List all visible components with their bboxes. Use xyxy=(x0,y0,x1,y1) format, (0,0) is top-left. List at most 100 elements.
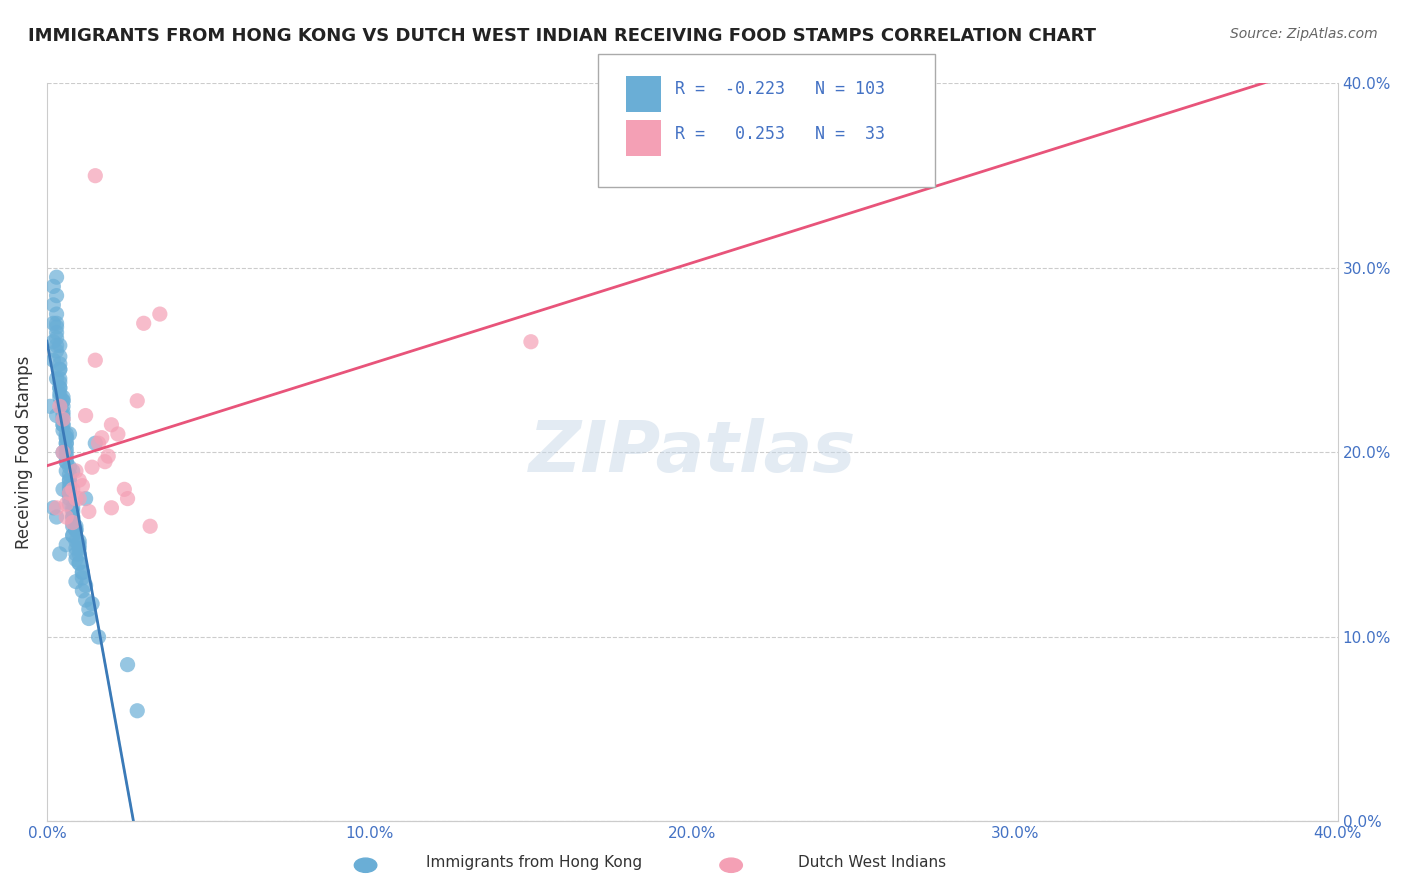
Immigrants from Hong Kong xyxy=(80,597,103,611)
Immigrants from Hong Kong xyxy=(75,593,97,607)
Dutch West Indians xyxy=(90,431,112,445)
Immigrants from Hong Kong xyxy=(65,541,87,556)
Immigrants from Hong Kong xyxy=(45,270,67,285)
Text: R =   0.253   N =  33: R = 0.253 N = 33 xyxy=(675,125,884,143)
Immigrants from Hong Kong xyxy=(42,353,65,368)
Immigrants from Hong Kong xyxy=(58,467,80,482)
Immigrants from Hong Kong xyxy=(42,279,65,293)
Text: ZIPatlas: ZIPatlas xyxy=(529,418,856,487)
Immigrants from Hong Kong xyxy=(58,483,80,497)
Text: IMMIGRANTS FROM HONG KONG VS DUTCH WEST INDIAN RECEIVING FOOD STAMPS CORRELATION: IMMIGRANTS FROM HONG KONG VS DUTCH WEST … xyxy=(28,27,1097,45)
Dutch West Indians xyxy=(84,169,107,183)
Immigrants from Hong Kong xyxy=(52,412,75,426)
Dutch West Indians xyxy=(107,427,129,442)
Immigrants from Hong Kong xyxy=(62,500,84,515)
Dutch West Indians xyxy=(97,449,120,463)
Immigrants from Hong Kong xyxy=(45,409,67,423)
Immigrants from Hong Kong xyxy=(45,331,67,345)
Immigrants from Hong Kong xyxy=(72,583,94,598)
Text: Immigrants from Hong Kong: Immigrants from Hong Kong xyxy=(426,855,643,870)
Immigrants from Hong Kong xyxy=(55,445,77,459)
Immigrants from Hong Kong xyxy=(42,316,65,330)
Immigrants from Hong Kong xyxy=(65,519,87,533)
Immigrants from Hong Kong xyxy=(62,516,84,530)
Dutch West Indians xyxy=(62,516,84,530)
Immigrants from Hong Kong xyxy=(49,371,72,385)
Dutch West Indians xyxy=(117,491,139,506)
Immigrants from Hong Kong xyxy=(49,376,72,390)
Immigrants from Hong Kong xyxy=(39,400,62,414)
Immigrants from Hong Kong xyxy=(49,390,72,404)
Dutch West Indians xyxy=(52,412,75,426)
Immigrants from Hong Kong xyxy=(77,602,100,616)
Immigrants from Hong Kong xyxy=(52,390,75,404)
Immigrants from Hong Kong xyxy=(67,556,90,570)
Immigrants from Hong Kong xyxy=(55,436,77,450)
Immigrants from Hong Kong xyxy=(67,541,90,556)
Immigrants from Hong Kong xyxy=(52,409,75,423)
Immigrants from Hong Kong xyxy=(58,473,80,487)
Immigrants from Hong Kong xyxy=(77,611,100,625)
Immigrants from Hong Kong xyxy=(52,400,75,414)
Immigrants from Hong Kong xyxy=(62,528,84,542)
Immigrants from Hong Kong xyxy=(65,547,87,561)
Immigrants from Hong Kong xyxy=(58,460,80,475)
Immigrants from Hong Kong xyxy=(72,571,94,585)
Immigrants from Hong Kong xyxy=(45,326,67,340)
Dutch West Indians xyxy=(77,504,100,518)
Dutch West Indians xyxy=(55,510,77,524)
Dutch West Indians xyxy=(45,500,67,515)
Immigrants from Hong Kong xyxy=(67,538,90,552)
Immigrants from Hong Kong xyxy=(55,538,77,552)
Immigrants from Hong Kong xyxy=(49,338,72,352)
Dutch West Indians xyxy=(100,500,122,515)
Dutch West Indians xyxy=(149,307,172,321)
Immigrants from Hong Kong xyxy=(62,510,84,524)
Immigrants from Hong Kong xyxy=(75,578,97,592)
Immigrants from Hong Kong xyxy=(55,431,77,445)
Immigrants from Hong Kong xyxy=(52,417,75,432)
Immigrants from Hong Kong xyxy=(55,431,77,445)
Immigrants from Hong Kong xyxy=(52,423,75,437)
Immigrants from Hong Kong xyxy=(62,504,84,518)
Immigrants from Hong Kong xyxy=(52,393,75,408)
Immigrants from Hong Kong xyxy=(58,486,80,500)
Immigrants from Hong Kong xyxy=(58,486,80,500)
Immigrants from Hong Kong xyxy=(58,427,80,442)
Immigrants from Hong Kong xyxy=(65,523,87,537)
Immigrants from Hong Kong xyxy=(52,393,75,408)
Immigrants from Hong Kong xyxy=(52,483,75,497)
Dutch West Indians xyxy=(94,455,117,469)
Immigrants from Hong Kong xyxy=(45,371,67,385)
Dutch West Indians xyxy=(87,436,110,450)
Dutch West Indians xyxy=(65,464,87,478)
Immigrants from Hong Kong xyxy=(62,528,84,542)
Immigrants from Hong Kong xyxy=(55,464,77,478)
Dutch West Indians xyxy=(84,353,107,368)
Dutch West Indians xyxy=(139,519,162,533)
Immigrants from Hong Kong xyxy=(55,455,77,469)
Immigrants from Hong Kong xyxy=(62,464,84,478)
Immigrants from Hong Kong xyxy=(45,307,67,321)
Immigrants from Hong Kong xyxy=(65,552,87,566)
Immigrants from Hong Kong xyxy=(72,566,94,580)
Immigrants from Hong Kong xyxy=(52,405,75,419)
Immigrants from Hong Kong xyxy=(58,478,80,492)
Immigrants from Hong Kong xyxy=(117,657,139,672)
Immigrants from Hong Kong xyxy=(49,381,72,395)
Immigrants from Hong Kong xyxy=(72,566,94,580)
Dutch West Indians xyxy=(80,460,103,475)
Immigrants from Hong Kong xyxy=(49,381,72,395)
Immigrants from Hong Kong xyxy=(84,436,107,450)
Immigrants from Hong Kong xyxy=(55,436,77,450)
Immigrants from Hong Kong xyxy=(127,704,149,718)
Immigrants from Hong Kong xyxy=(45,288,67,302)
Dutch West Indians xyxy=(65,491,87,506)
Immigrants from Hong Kong xyxy=(55,427,77,442)
Dutch West Indians xyxy=(58,486,80,500)
Immigrants from Hong Kong xyxy=(42,500,65,515)
Immigrants from Hong Kong xyxy=(45,510,67,524)
Immigrants from Hong Kong xyxy=(55,449,77,463)
Immigrants from Hong Kong xyxy=(42,334,65,349)
Text: R =  -0.223   N = 103: R = -0.223 N = 103 xyxy=(675,80,884,98)
